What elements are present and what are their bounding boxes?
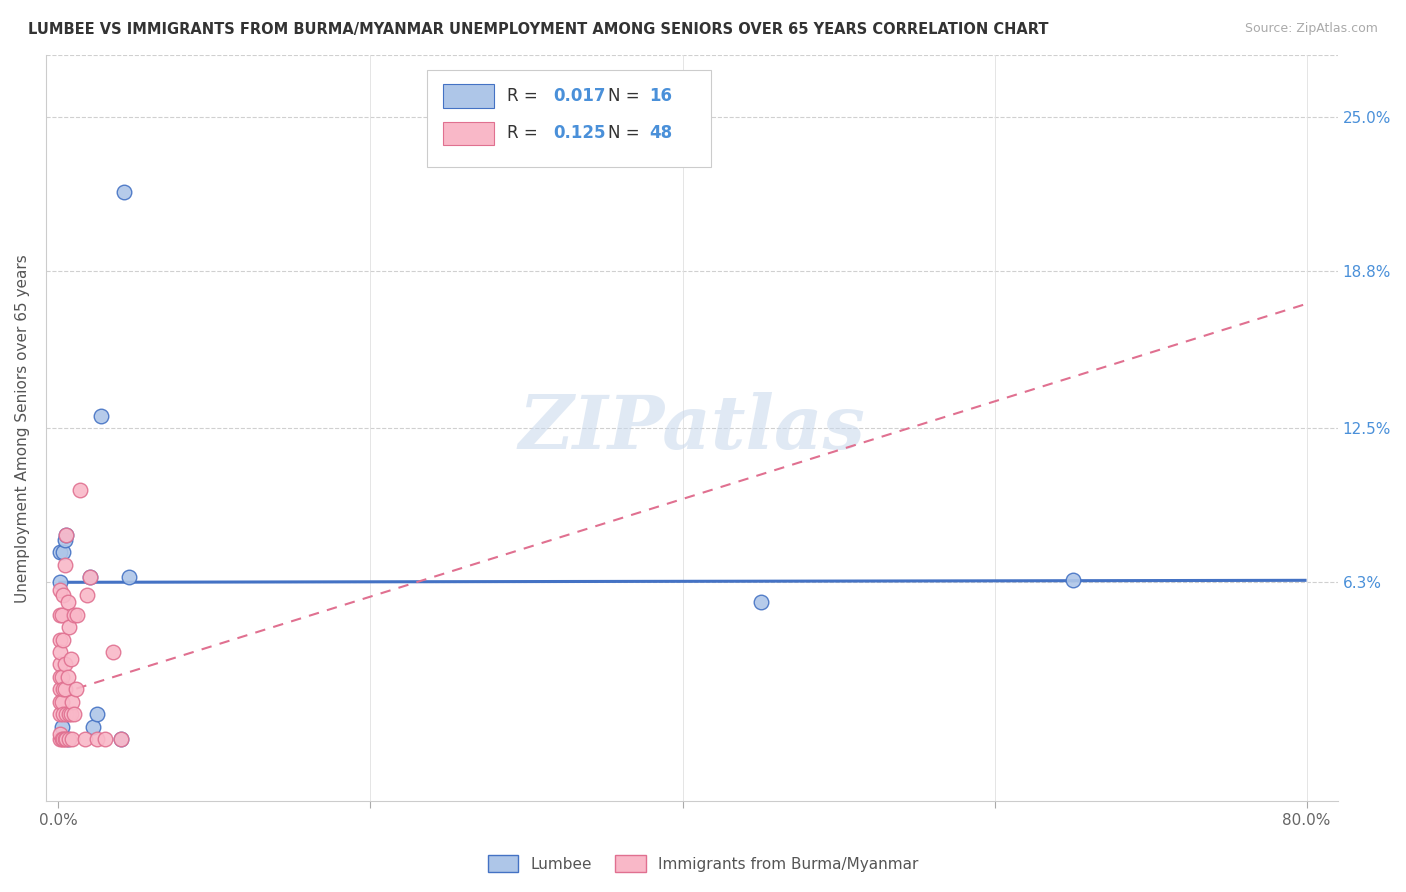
Point <box>55 707 77 722</box>
Point <box>49 607 72 622</box>
Point <box>118 570 141 584</box>
Text: R =: R = <box>508 87 543 105</box>
Point <box>53 558 76 572</box>
Point <box>53 657 76 672</box>
Point <box>73 731 96 746</box>
Point <box>58 620 80 634</box>
Point <box>49 545 72 559</box>
Text: ZIPatlas: ZIPatlas <box>519 392 865 465</box>
Point <box>112 185 135 199</box>
Point <box>56 670 79 684</box>
Point <box>53 682 76 697</box>
Point <box>65 682 87 697</box>
Point <box>58 707 80 722</box>
FancyBboxPatch shape <box>427 70 711 167</box>
Point <box>66 607 89 622</box>
Point <box>69 483 91 498</box>
Point <box>52 545 75 559</box>
Text: LUMBEE VS IMMIGRANTS FROM BURMA/MYANMAR UNEMPLOYMENT AMONG SENIORS OVER 65 YEARS: LUMBEE VS IMMIGRANTS FROM BURMA/MYANMAR … <box>28 22 1049 37</box>
Point <box>110 731 132 746</box>
Point <box>49 695 72 709</box>
Point <box>56 595 79 609</box>
Point <box>94 731 117 746</box>
Point <box>86 707 108 722</box>
Point <box>55 528 77 542</box>
FancyBboxPatch shape <box>443 121 495 145</box>
Text: 0.125: 0.125 <box>554 125 606 143</box>
Point <box>76 588 98 602</box>
Text: 0.017: 0.017 <box>554 87 606 105</box>
Point <box>49 670 72 684</box>
Point <box>79 570 101 584</box>
Point <box>63 607 86 622</box>
Point <box>49 731 72 746</box>
Point <box>51 731 73 746</box>
Point <box>52 588 75 602</box>
Text: Source: ZipAtlas.com: Source: ZipAtlas.com <box>1244 22 1378 36</box>
FancyBboxPatch shape <box>443 84 495 108</box>
Point <box>52 707 75 722</box>
Point <box>53 533 76 547</box>
Point <box>56 731 79 746</box>
Point <box>51 670 73 684</box>
Point <box>52 632 75 647</box>
Point <box>49 575 72 590</box>
Point <box>62 695 84 709</box>
Point <box>1062 573 1084 587</box>
Point <box>110 731 132 746</box>
Point <box>49 645 72 659</box>
Point <box>59 707 82 722</box>
Point <box>52 682 75 697</box>
Text: N =: N = <box>607 87 645 105</box>
Point <box>101 645 124 659</box>
Point <box>53 731 76 746</box>
Point <box>749 595 772 609</box>
Point <box>49 632 72 647</box>
Point <box>55 528 77 542</box>
Point <box>82 720 104 734</box>
Point <box>51 607 73 622</box>
Y-axis label: Unemployment Among Seniors over 65 years: Unemployment Among Seniors over 65 years <box>15 253 30 602</box>
Point <box>62 731 84 746</box>
Point <box>58 731 80 746</box>
Legend: Lumbee, Immigrants from Burma/Myanmar: Lumbee, Immigrants from Burma/Myanmar <box>481 847 925 880</box>
Point <box>59 652 82 666</box>
Point <box>49 682 72 697</box>
Point <box>52 731 75 746</box>
Point <box>86 731 108 746</box>
Text: R =: R = <box>508 125 543 143</box>
Text: 48: 48 <box>650 125 672 143</box>
Point <box>49 657 72 672</box>
Point <box>49 582 72 597</box>
Point <box>49 727 72 741</box>
Point <box>51 720 73 734</box>
Point <box>90 409 112 423</box>
Text: 16: 16 <box>650 87 672 105</box>
Point <box>63 707 86 722</box>
Point <box>55 731 77 746</box>
Point <box>51 695 73 709</box>
Text: N =: N = <box>607 125 645 143</box>
Point <box>79 570 101 584</box>
Point <box>49 707 72 722</box>
